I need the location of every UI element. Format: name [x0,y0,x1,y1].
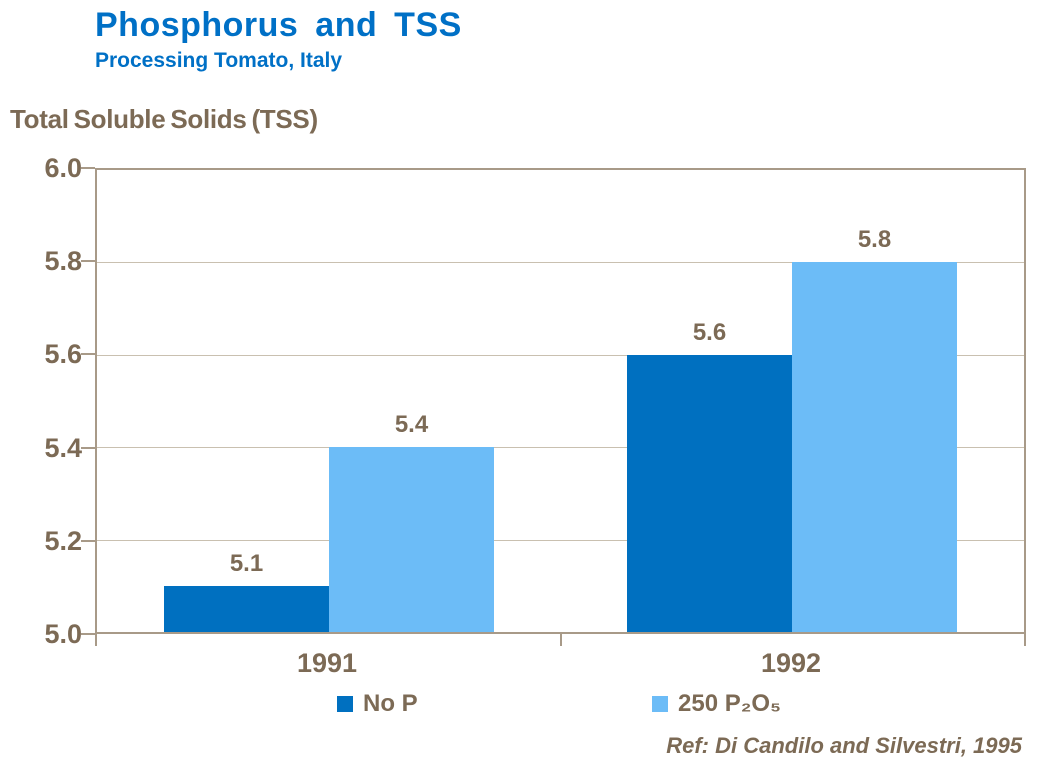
legend-item: 250 P₂O₅ [652,686,781,722]
chart-axis-title: Total Soluble Solids (TSS) [10,104,318,134]
page-title: Phosphorus and TSS [95,6,462,44]
y-axis-tick-label: 5.4 [44,433,82,463]
x-axis-tick [560,634,562,646]
bar-value-label: 5.1 [229,550,264,577]
y-axis-tick [81,260,95,262]
reference-text: Ref: Di Candilo and Silvestri, 1995 [666,733,1022,758]
y-axis-tick-label: 5.0 [44,619,82,649]
y-axis-tick-label: 5.2 [44,526,82,556]
y-axis-tick [81,353,95,355]
legend-marker [337,696,353,712]
plot-area: 5.1 5.6 5.4 5.8 [95,168,1026,634]
x-axis-tick [95,634,97,646]
y-axis-labels: 5.0 5.2 5.4 5.6 5.8 6.0 [12,153,82,649]
y-axis-tick [81,447,95,449]
y-axis-tick [81,167,95,169]
gridline [97,262,1024,263]
legend-label: No P [363,690,418,717]
y-axis-tick-label: 5.6 [44,339,82,369]
bar-value-label: 5.8 [857,226,892,253]
y-axis-tick [81,633,95,635]
bar-no-p [627,355,792,632]
y-axis-tick-label: 5.8 [44,246,82,276]
legend-label: 250 P₂O₅ [678,690,782,717]
legend-marker [652,696,668,712]
gridline [97,447,1024,448]
x-axis-tick [1024,634,1026,646]
bar-no-p [164,586,329,632]
page-subtitle: Processing Tomato, Italy [95,49,343,72]
bar-250-p-o [792,262,957,632]
y-axis-tick-label: 6.0 [44,153,82,183]
legend: No P 250 P₂O₅ [0,686,1040,722]
x-axis-category-label: 1992 [760,648,822,678]
x-axis-category-label: 1991 [296,648,358,678]
bar-value-label: 5.6 [692,319,727,346]
legend-item: No P [337,686,418,722]
bar-value-label: 5.4 [394,411,429,438]
gridline [97,355,1024,356]
x-axis-ticks [95,634,1026,647]
x-axis-labels: 1991 1992 [95,648,1026,680]
y-axis-tick [81,540,95,542]
gridline [97,540,1024,541]
y-axis-ticks [81,167,95,635]
bar-250-p-o [329,447,494,632]
